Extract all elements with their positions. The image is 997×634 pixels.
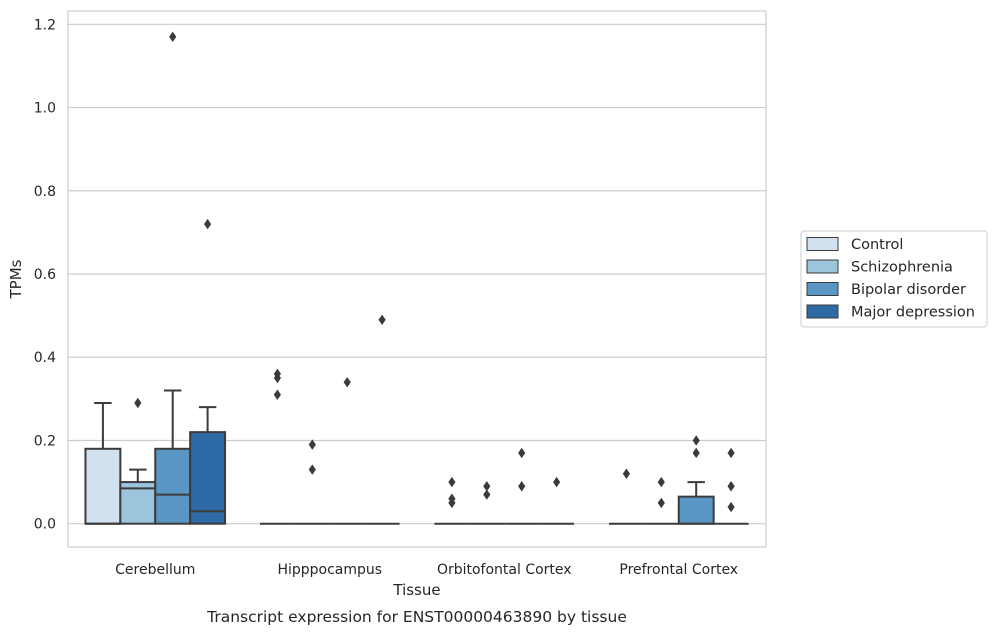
y-tick-label: 0.8 (34, 184, 56, 200)
outlier-point (727, 447, 735, 459)
outlier-point (727, 481, 735, 492)
legend-items: Control Schizophrenia Bipolar disorder Majo… (806, 237, 975, 321)
y-tick-label: 0.6 (34, 267, 56, 283)
y-tick-label: 0.2 (34, 433, 56, 449)
x-tick-label: Hipppocampus (277, 562, 382, 578)
legend: Control Schizophrenia Bipolar disorder Majo… (800, 230, 988, 328)
outlier-point (308, 464, 316, 475)
y-tick-label: 0.4 (34, 350, 56, 366)
legend-item: Bipolar disorder (806, 282, 966, 298)
outlier-point (448, 493, 456, 504)
legend-label: Bipolar disorder (851, 282, 966, 298)
outlier-point (622, 468, 630, 479)
box (677, 481, 715, 525)
outlier-point (727, 501, 735, 513)
x-tick-label: Prefrontal Cortex (619, 562, 738, 578)
legend-item: Control (806, 237, 903, 253)
outlier-point (483, 481, 491, 492)
outlier-point (204, 218, 212, 230)
outlier-point (692, 435, 700, 446)
box (84, 402, 122, 525)
legend-swatch (806, 282, 839, 296)
grid-lines (68, 23, 766, 525)
box-body (154, 447, 192, 525)
legend-label: Schizophrenia (851, 260, 953, 276)
legend-swatch (806, 237, 839, 251)
outlier-point (518, 481, 526, 492)
box-body (84, 447, 122, 525)
outlier-point (657, 497, 665, 509)
outlier-point (273, 389, 281, 400)
outlier-point (518, 447, 526, 459)
outlier-point (483, 489, 491, 500)
outlier-point (134, 397, 142, 409)
box-body (677, 495, 715, 525)
outlier-point (553, 476, 561, 488)
box (154, 389, 192, 525)
y-axis-label: TPMs (7, 259, 25, 299)
outlier-point (448, 476, 456, 488)
box-body (189, 431, 227, 525)
legend-frame (800, 230, 988, 328)
box (189, 406, 227, 525)
outlier-point (273, 368, 281, 380)
box-plot-series (84, 389, 749, 525)
y-tick-label: 1.0 (34, 101, 56, 117)
outlier-point (308, 439, 316, 450)
legend-item: Major depression (806, 304, 975, 321)
x-axis-label: Tissue (392, 581, 440, 599)
outlier-points (134, 31, 735, 513)
outlier-point (343, 377, 351, 388)
legend-swatch (806, 304, 839, 319)
x-tick-label: Orbitofontal Cortex (437, 562, 572, 578)
y-tick-label: 1.2 (34, 17, 56, 33)
outlier-point (657, 476, 665, 488)
chart-caption: Transcript expression for ENST0000046389… (206, 608, 627, 626)
legend-swatch (806, 259, 839, 274)
outlier-point (692, 447, 700, 459)
outlier-point (378, 314, 386, 325)
legend-item: Schizophrenia (806, 259, 953, 276)
outlier-point (169, 31, 177, 43)
box (119, 468, 157, 525)
legend-label: Major depression (851, 305, 975, 321)
x-tick-label: Cerebellum (115, 562, 195, 578)
legend-label: Control (851, 237, 903, 253)
x-axis-ticks: Cerebellum Hipppocampus Orbitofontal Corte… (115, 562, 738, 578)
y-axis-ticks: 0.0 0.2 0.4 0.6 0.8 1.0 1.2 (34, 17, 56, 532)
y-tick-label: 0.0 (34, 517, 56, 533)
plot-frame (67, 10, 767, 548)
